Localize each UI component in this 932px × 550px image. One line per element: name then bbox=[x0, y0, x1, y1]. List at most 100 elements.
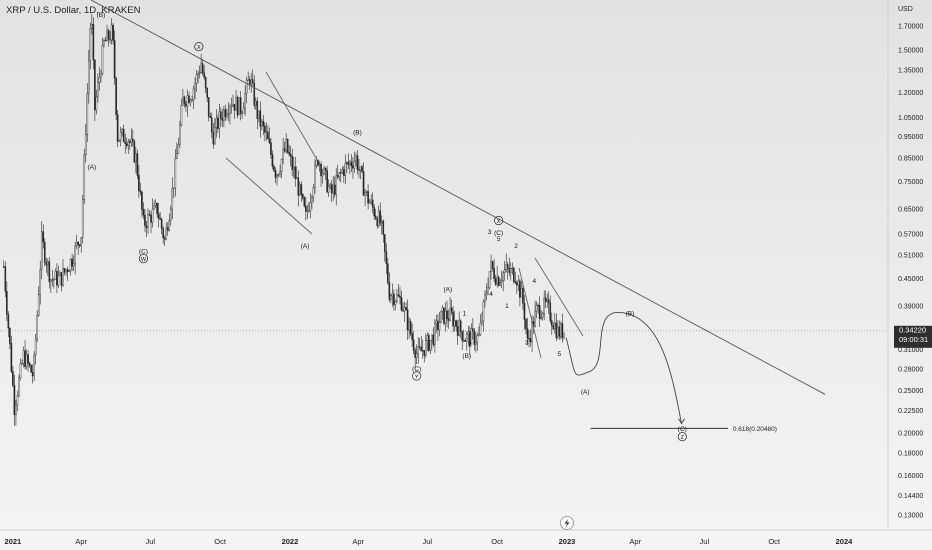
candle-body bbox=[224, 109, 227, 117]
price-tick-label: 1.05000 bbox=[898, 115, 923, 122]
candle-body bbox=[113, 40, 116, 79]
candle-body bbox=[508, 268, 511, 273]
candle-body bbox=[53, 279, 55, 281]
plot-area[interactable]: 0.618(0.20480) (B)(A)(C)WX(A)(B)(C)Y(A)1… bbox=[0, 0, 888, 442]
wave-label: 4 bbox=[533, 278, 537, 285]
wave-label: (B) bbox=[626, 310, 635, 317]
candle-body bbox=[352, 165, 354, 169]
candle-body bbox=[285, 138, 287, 152]
candle-body bbox=[34, 338, 37, 356]
candle-body bbox=[189, 100, 192, 103]
candle-body bbox=[65, 269, 67, 273]
candle-body bbox=[153, 205, 155, 210]
candle-body bbox=[435, 320, 438, 324]
candle-body bbox=[400, 297, 403, 311]
candle-body bbox=[497, 276, 500, 286]
price-tick-label: 0.14400 bbox=[898, 493, 923, 500]
price-tick-label: 0.18000 bbox=[898, 450, 923, 457]
candle-body bbox=[86, 93, 89, 135]
price-tick-label: 0.13000 bbox=[898, 512, 923, 519]
candle-body bbox=[437, 320, 439, 330]
candle-body bbox=[141, 191, 143, 210]
candle-body bbox=[396, 294, 398, 302]
candle-body bbox=[191, 99, 193, 101]
candle-body bbox=[320, 163, 322, 177]
candle-body bbox=[288, 152, 290, 155]
candle-body bbox=[424, 340, 427, 356]
candle-body bbox=[207, 97, 210, 117]
candle-body bbox=[283, 148, 286, 152]
candle-body bbox=[198, 72, 201, 74]
candle-body bbox=[295, 177, 298, 179]
candle-body bbox=[253, 82, 256, 106]
candle-body bbox=[133, 141, 136, 163]
price-tick-label: 0.45000 bbox=[898, 276, 923, 283]
candle-body bbox=[478, 334, 480, 336]
time-tick-label: Jul bbox=[423, 537, 433, 546]
channel-line bbox=[534, 257, 584, 337]
wave-label: (C) bbox=[678, 426, 687, 433]
candle-body bbox=[9, 327, 11, 344]
candle-body bbox=[426, 335, 429, 341]
candle-body bbox=[221, 117, 224, 121]
candle-body bbox=[482, 301, 485, 322]
candle-body bbox=[80, 237, 83, 247]
time-axis[interactable]: 2021 Apr Jul Oct 2022 Apr Jul Oct 2023 Apr Jul Oct 2… bbox=[5, 537, 854, 546]
time-tick-label: Jul bbox=[145, 537, 155, 546]
candle-body bbox=[523, 302, 526, 320]
candle-body bbox=[519, 280, 521, 298]
candle-body bbox=[503, 269, 506, 273]
candle-body bbox=[279, 171, 281, 175]
candle-body bbox=[382, 220, 385, 235]
candle-body bbox=[440, 310, 442, 323]
candle-body bbox=[177, 144, 180, 154]
candle-body bbox=[150, 214, 152, 223]
candle-body bbox=[135, 153, 137, 163]
candle-body bbox=[127, 141, 130, 146]
price-tick-label: 0.16000 bbox=[898, 473, 923, 480]
candle-body bbox=[262, 121, 265, 127]
wave-label: (B) bbox=[462, 353, 471, 360]
candle-body bbox=[47, 261, 49, 266]
candle-body bbox=[194, 83, 196, 90]
candle-body bbox=[502, 272, 505, 281]
candle-body bbox=[83, 154, 86, 200]
candle-body bbox=[554, 322, 556, 330]
projected-wave-path bbox=[565, 311, 683, 424]
candle-body bbox=[308, 210, 310, 212]
candle-body bbox=[144, 215, 146, 226]
candle-body bbox=[95, 96, 98, 111]
candle-body bbox=[462, 340, 465, 342]
candle-body bbox=[19, 363, 22, 379]
candle-body bbox=[411, 333, 413, 340]
scroll-to-realtime-button[interactable] bbox=[560, 516, 574, 530]
candle-body bbox=[399, 295, 401, 298]
candle-body bbox=[324, 167, 327, 171]
wave-label: (B) bbox=[97, 12, 106, 19]
candle-body bbox=[69, 258, 72, 272]
candle-body bbox=[72, 263, 75, 267]
candle-body bbox=[330, 184, 333, 194]
price-tick-label: 0.75000 bbox=[898, 179, 923, 186]
candle-body bbox=[481, 320, 483, 324]
candle-body bbox=[261, 121, 263, 127]
symbol-title[interactable]: XRP / U.S. Dollar, 1D, KRAKEN bbox=[6, 5, 141, 16]
candle-body bbox=[329, 184, 331, 187]
candle-body bbox=[271, 154, 274, 167]
price-axis[interactable]: USD 1.70000 1.50000 1.35000 1.20000 1.05000 0… bbox=[898, 6, 923, 519]
candle-body bbox=[159, 217, 161, 220]
candle-body bbox=[361, 166, 363, 172]
candle-body bbox=[535, 304, 538, 312]
candle-body bbox=[546, 299, 549, 302]
candle-body bbox=[89, 28, 92, 62]
candle-body bbox=[264, 125, 266, 133]
candle-body bbox=[282, 148, 284, 160]
candle-body bbox=[487, 287, 489, 293]
wave-label: (C) bbox=[412, 366, 421, 373]
wave-label-circle bbox=[138, 254, 148, 264]
candle-body bbox=[235, 97, 237, 111]
candle-body bbox=[24, 350, 26, 368]
candle-body bbox=[349, 161, 351, 165]
candle-body bbox=[154, 202, 157, 206]
